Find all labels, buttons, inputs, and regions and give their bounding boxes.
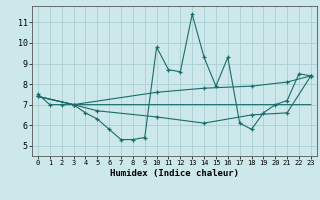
X-axis label: Humidex (Indice chaleur): Humidex (Indice chaleur): [110, 169, 239, 178]
